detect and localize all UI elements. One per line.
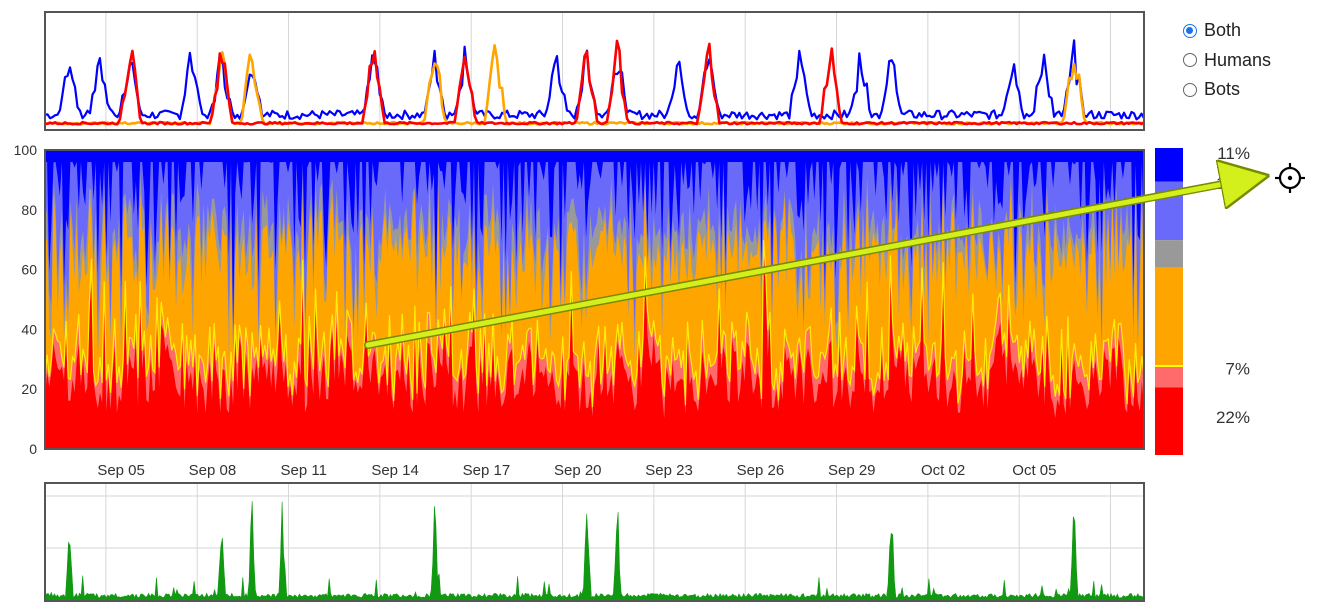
legend-segment — [1155, 240, 1183, 268]
radio-bots[interactable]: Bots — [1183, 75, 1271, 105]
main-y-axis: 0 20 40 60 80 100 — [14, 142, 38, 457]
x-tick-label: Sep 14 — [371, 462, 419, 479]
radio-humans[interactable]: Humans — [1183, 46, 1271, 76]
y-tick-label: 20 — [21, 381, 37, 397]
y-tick-label: 0 — [29, 441, 37, 457]
main-x-axis: Sep 05 Sep 08 Sep 11 Sep 14 Sep 17 Sep 20 Sep … — [97, 462, 1056, 479]
legend-percent-label: 7% — [1225, 360, 1250, 379]
y-tick-label: 100 — [14, 142, 38, 158]
bottom-frame — [44, 482, 1145, 602]
traffic-type-radio-group: Both Humans Bots — [1183, 16, 1271, 105]
x-tick-label: Sep 11 — [281, 462, 327, 479]
overview-frame — [44, 11, 1145, 131]
arrow-icon — [365, 180, 1245, 348]
x-tick-label: Sep 26 — [737, 462, 785, 479]
legend-segment — [1155, 267, 1183, 366]
y-tick-label: 60 — [21, 262, 37, 278]
legend-percent-label: 22% — [1216, 408, 1250, 427]
overview-chart[interactable] — [44, 11, 1145, 131]
radio-bots-indicator[interactable] — [1183, 82, 1197, 97]
main-stacked-area-chart[interactable] — [44, 149, 1145, 450]
overview-series-line — [44, 39, 1145, 126]
radio-both-label: Both — [1204, 20, 1242, 41]
legend-segment — [1155, 148, 1183, 182]
main-frame — [44, 149, 1145, 450]
legend-segment — [1155, 365, 1183, 388]
area-layer-0 — [45, 251, 1144, 449]
radio-humans-label: Humans — [1204, 49, 1272, 70]
bottom-volume-chart[interactable] — [44, 482, 1145, 602]
x-tick-label: Sep 17 — [463, 462, 511, 479]
x-tick-label: Sep 08 — [189, 462, 237, 479]
x-tick-label: Oct 02 — [921, 462, 965, 479]
x-tick-label: Oct 05 — [1012, 462, 1056, 479]
x-tick-label: Sep 23 — [645, 462, 693, 479]
yellow-boundary-line — [44, 240, 1145, 408]
legend-percent-label: 11% — [1217, 144, 1250, 163]
radio-both-indicator[interactable] — [1183, 23, 1197, 38]
x-tick-label: Sep 29 — [828, 462, 876, 479]
x-tick-label: Sep 20 — [554, 462, 602, 479]
crosshair-icon[interactable] — [1275, 163, 1305, 193]
bottom-plot-area — [45, 483, 1144, 601]
radio-both[interactable]: Both — [1183, 16, 1271, 46]
legend-segment — [1155, 387, 1183, 455]
radio-bots-label: Bots — [1204, 79, 1241, 100]
x-tick-label: Sep 05 — [97, 462, 145, 479]
radio-humans-indicator[interactable] — [1183, 53, 1197, 68]
y-tick-label: 80 — [21, 202, 37, 218]
y-tick-label: 40 — [21, 321, 37, 337]
bottom-volume-area — [44, 501, 1145, 602]
